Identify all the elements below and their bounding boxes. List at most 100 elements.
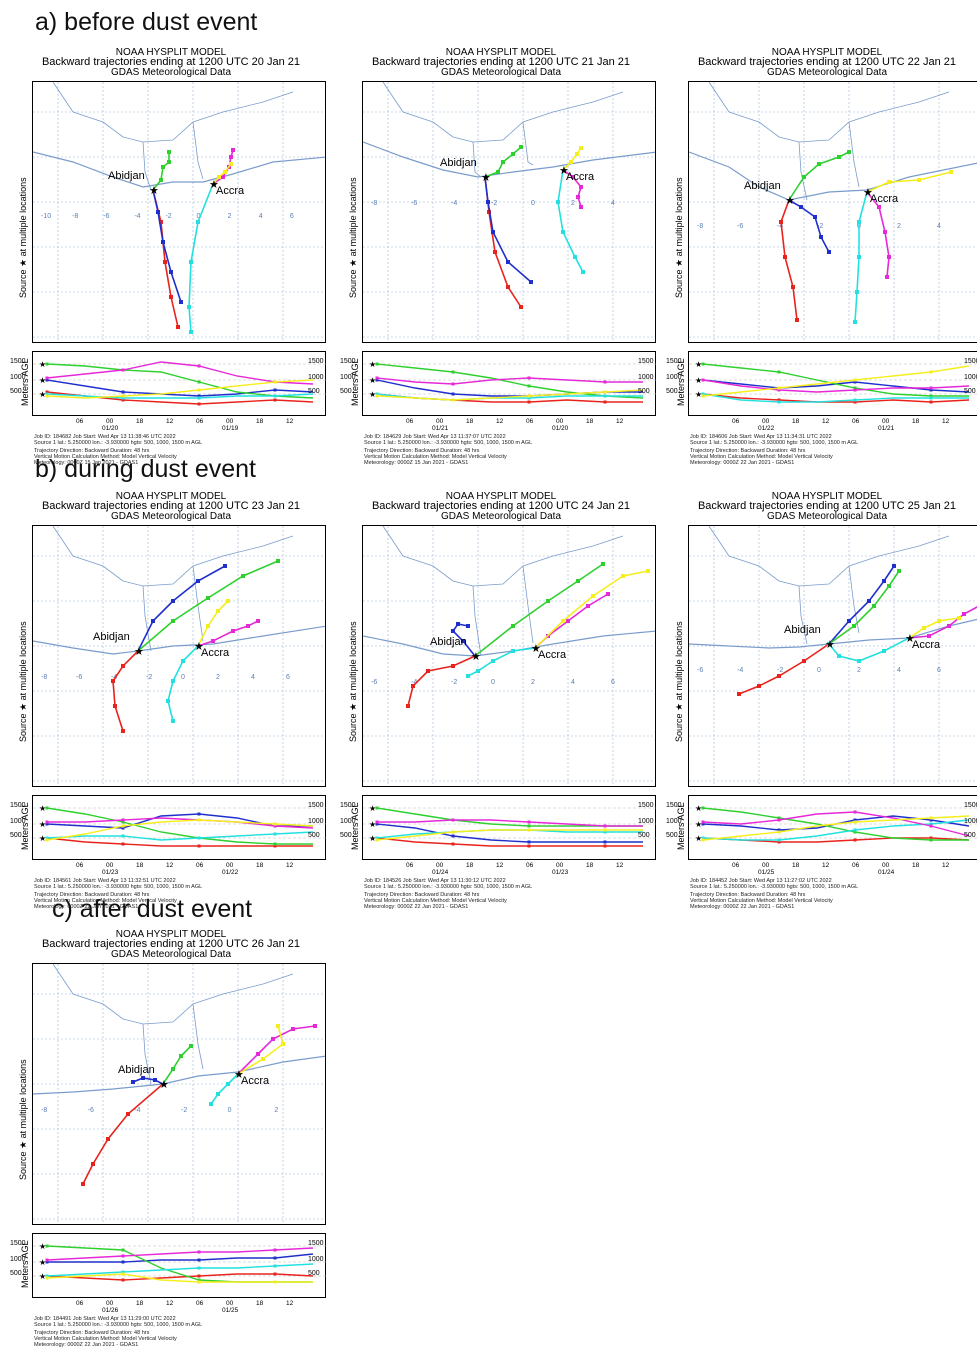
time-tick-label: 12 — [616, 418, 624, 425]
trajectory-marker-yellow — [949, 170, 953, 174]
trajectory-title: Backward trajectories ending at 1200 UTC… — [371, 500, 631, 512]
accra-label: Accra — [538, 649, 567, 661]
grid-coordinate-label: -8 — [371, 200, 377, 207]
time-tick-label: 00 — [556, 862, 564, 869]
date-label: 01/24 — [432, 869, 449, 876]
altitude-marker-red — [197, 844, 201, 848]
vertical-motion-line: Vertical Motion Calculation Method: Mode… — [690, 454, 833, 460]
date-label: 01/24 — [878, 869, 895, 876]
altitude-marker-magenta — [45, 820, 49, 824]
time-tick-label: 12 — [616, 862, 624, 869]
trajectory-map: -8 -6 -4 -2 0 2 4 ★ ★ Abidjan Accra — [362, 81, 656, 343]
grid-coordinate-label: 4 — [897, 667, 901, 674]
time-tick-label: 12 — [286, 1300, 294, 1307]
country-border — [52, 526, 294, 587]
trajectory-title: Backward trajectories ending at 1200 UTC… — [41, 500, 301, 512]
altitude-marker-green — [45, 362, 49, 366]
altitude-marker-yellow — [527, 828, 531, 832]
altitude-start-star: ★ — [369, 360, 376, 369]
altitude-marker-yellow — [273, 380, 277, 384]
altitude-marker-yellow — [375, 838, 379, 842]
altitude-marker-blue — [603, 840, 607, 844]
grid-coordinate-label: 6 — [286, 674, 290, 681]
time-tick-label: 18 — [136, 418, 144, 425]
trajectory-marker-red — [451, 664, 455, 668]
trajectory-title: Backward trajectories ending at 1200 UTC… — [697, 56, 957, 68]
trajectory-marker-blue — [466, 624, 470, 628]
trajectory-marker-cyan — [857, 220, 861, 224]
trajectory-marker-yellow — [922, 626, 926, 630]
trajectory-marker-magenta — [947, 624, 951, 628]
altitude-level-label-left: 1000 — [340, 374, 356, 381]
met-title: GDAS Meteorological Data — [110, 949, 232, 960]
altitude-marker-green — [701, 362, 705, 366]
altitude-marker-magenta — [273, 824, 277, 828]
altitude-marker-blue — [45, 1260, 49, 1264]
altitude-marker-red — [853, 400, 857, 404]
trajectory-marker-yellow — [569, 160, 573, 164]
time-tick-label: 18 — [466, 862, 474, 869]
trajectory-title: Backward trajectories ending at 1200 UTC… — [697, 500, 957, 512]
direction-line: Trajectory Direction: Backward Duration:… — [690, 892, 806, 898]
altitude-level-label-left: 1500 — [666, 358, 682, 365]
trajectory-marker-cyan — [171, 679, 175, 683]
time-tick-label: 18 — [136, 1300, 144, 1307]
altitude-start-star: ★ — [695, 820, 702, 829]
altitude-start-star: ★ — [695, 834, 702, 843]
altitude-start-star: ★ — [39, 376, 46, 385]
altitude-line-blue — [376, 823, 643, 843]
altitude-line-magenta — [46, 361, 314, 385]
time-tick-label: 06 — [76, 1300, 84, 1307]
time-tick-label: 18 — [466, 418, 474, 425]
altitude-marker-yellow — [929, 816, 933, 820]
trajectory-line-red — [780, 199, 798, 321]
accra-label: Accra — [870, 193, 899, 205]
abidjan-label: Abidjan — [93, 631, 130, 643]
met-title: GDAS Meteorological Data — [110, 67, 232, 78]
time-tick-label: 06 — [526, 862, 534, 869]
map-svg: -6 -4 -2 0 2 4 6 ★ ★ — [363, 526, 655, 786]
meteorology-line: Meteorology: 0000Z 22 Jan 2021 - GDAS1 — [34, 1342, 139, 1348]
altitude-svg: ★ ★ ★ — [33, 1242, 327, 1284]
trajectory-marker-blue — [506, 260, 510, 264]
grid-coordinate-label: -4 — [111, 674, 117, 681]
trajectory-line-yellow — [534, 570, 649, 649]
altitude-line-magenta — [376, 377, 643, 385]
job-id-line: Job ID: 184606 Job Start: Wed Apr 13 11:… — [690, 434, 832, 440]
trajectory-line-blue — [137, 565, 226, 652]
altitude-marker-red — [527, 400, 531, 404]
grid-coordinate-label: -6 — [103, 213, 109, 220]
trajectory-marker-green — [601, 562, 605, 566]
trajectory-marker-green — [576, 579, 580, 583]
altitude-level-label-right: 1000 — [308, 1256, 324, 1263]
trajectory-line-yellow — [866, 171, 952, 193]
trajectory-marker-cyan — [171, 719, 175, 723]
altitude-level-label-right: 500 — [964, 832, 976, 839]
altitude-y-axis-label: Meters AGL — [676, 802, 686, 850]
altitude-marker-yellow — [45, 394, 49, 398]
map-y-axis-label: Source ★ at multiple locations — [674, 177, 684, 298]
altitude-marker-yellow — [197, 1280, 201, 1284]
model-title: NOAA HYSPLIT MODEL — [771, 47, 883, 58]
altitude-level-label-left: 1500 — [10, 1240, 26, 1247]
altitude-profile: ★ ★ ★ — [362, 351, 657, 416]
trajectory-marker-blue — [179, 300, 183, 304]
altitude-marker-yellow — [273, 1280, 277, 1284]
altitude-marker-red — [273, 398, 277, 402]
trajectory-marker-red — [406, 704, 410, 708]
country-border — [472, 565, 534, 657]
grid-coordinate-label: 6 — [290, 213, 294, 220]
trajectory-panel-20jan: NOAA HYSPLIT MODEL Backward trajectories … — [10, 48, 327, 466]
altitude-marker-green — [777, 370, 781, 374]
altitude-marker-cyan — [701, 392, 705, 396]
altitude-marker-blue — [273, 1256, 277, 1260]
altitude-marker-green — [45, 1244, 49, 1248]
altitude-marker-red — [603, 844, 607, 848]
trajectory-marker-red — [81, 1182, 85, 1186]
trajectory-marker-red — [802, 659, 806, 663]
trajectory-map: -10 -8 -6 -4 -2 0 2 4 6 ★ ★ Abidjan Accra — [32, 81, 326, 343]
trajectory-marker-cyan — [882, 649, 886, 653]
altitude-marker-green — [451, 370, 455, 374]
trajectory-marker-blue — [169, 270, 173, 274]
time-tick-label: 06 — [76, 862, 84, 869]
